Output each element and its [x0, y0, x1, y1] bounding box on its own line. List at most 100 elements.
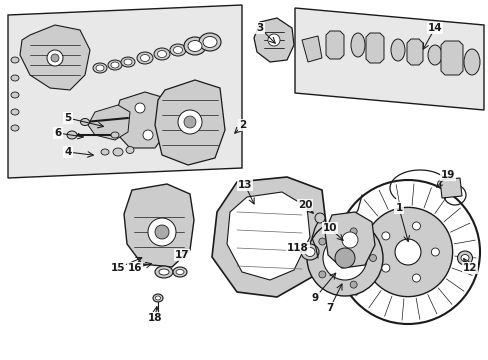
- Ellipse shape: [187, 40, 202, 51]
- Ellipse shape: [170, 44, 185, 56]
- Circle shape: [178, 110, 202, 134]
- Circle shape: [183, 116, 196, 128]
- Ellipse shape: [173, 46, 182, 54]
- Polygon shape: [325, 212, 374, 268]
- Polygon shape: [439, 178, 461, 198]
- Ellipse shape: [157, 50, 166, 58]
- Polygon shape: [253, 18, 293, 62]
- Polygon shape: [155, 80, 224, 165]
- Circle shape: [318, 271, 325, 278]
- Text: 15: 15: [110, 263, 125, 273]
- Polygon shape: [8, 5, 242, 178]
- Text: 1: 1: [395, 203, 402, 213]
- Circle shape: [135, 103, 145, 113]
- Text: 118: 118: [286, 243, 308, 253]
- Polygon shape: [440, 41, 462, 75]
- Text: 3: 3: [256, 23, 263, 33]
- Ellipse shape: [11, 109, 19, 115]
- Ellipse shape: [124, 59, 132, 65]
- Ellipse shape: [11, 57, 19, 63]
- Circle shape: [381, 232, 389, 240]
- Ellipse shape: [140, 54, 149, 62]
- Circle shape: [335, 180, 479, 324]
- Ellipse shape: [108, 60, 122, 70]
- Polygon shape: [325, 31, 343, 59]
- Polygon shape: [294, 8, 483, 110]
- Ellipse shape: [155, 266, 173, 278]
- Circle shape: [314, 213, 325, 223]
- Ellipse shape: [460, 255, 468, 261]
- Ellipse shape: [93, 63, 107, 73]
- Ellipse shape: [96, 65, 104, 71]
- Ellipse shape: [111, 132, 119, 138]
- Ellipse shape: [350, 33, 364, 57]
- Text: 12: 12: [462, 263, 476, 273]
- Ellipse shape: [390, 39, 404, 61]
- Circle shape: [411, 274, 420, 282]
- Ellipse shape: [11, 75, 19, 81]
- Circle shape: [155, 225, 169, 239]
- Text: 19: 19: [440, 170, 454, 180]
- Circle shape: [363, 207, 452, 297]
- Text: 5: 5: [64, 113, 71, 123]
- Ellipse shape: [199, 33, 221, 51]
- Ellipse shape: [11, 92, 19, 98]
- Ellipse shape: [301, 244, 318, 260]
- Ellipse shape: [67, 131, 77, 139]
- Ellipse shape: [111, 62, 119, 68]
- Ellipse shape: [155, 296, 160, 300]
- Ellipse shape: [159, 269, 169, 275]
- Circle shape: [369, 255, 376, 261]
- Circle shape: [318, 238, 325, 245]
- Circle shape: [142, 130, 153, 140]
- Polygon shape: [124, 184, 194, 267]
- Ellipse shape: [183, 37, 205, 55]
- Polygon shape: [226, 192, 309, 280]
- Ellipse shape: [305, 248, 314, 256]
- Ellipse shape: [176, 270, 183, 274]
- Ellipse shape: [121, 57, 135, 67]
- Circle shape: [306, 220, 382, 296]
- Circle shape: [381, 264, 389, 272]
- Ellipse shape: [457, 251, 471, 265]
- Ellipse shape: [463, 49, 479, 75]
- Text: 6: 6: [54, 128, 61, 138]
- Text: 9: 9: [311, 293, 318, 303]
- Circle shape: [148, 218, 176, 246]
- Polygon shape: [365, 33, 383, 63]
- Circle shape: [334, 248, 354, 268]
- Ellipse shape: [101, 149, 109, 155]
- Polygon shape: [20, 25, 90, 90]
- Circle shape: [411, 222, 420, 230]
- Ellipse shape: [137, 52, 153, 64]
- Text: 16: 16: [127, 263, 142, 273]
- Circle shape: [430, 248, 438, 256]
- Ellipse shape: [203, 36, 217, 48]
- Ellipse shape: [113, 148, 123, 156]
- Text: 14: 14: [427, 23, 442, 33]
- Text: 13: 13: [237, 180, 252, 190]
- Polygon shape: [115, 92, 168, 148]
- Ellipse shape: [126, 147, 134, 153]
- Polygon shape: [212, 177, 326, 297]
- Circle shape: [349, 228, 356, 235]
- Text: 10: 10: [322, 223, 337, 233]
- Ellipse shape: [427, 45, 441, 65]
- Polygon shape: [302, 36, 321, 62]
- Ellipse shape: [11, 125, 19, 131]
- Text: 4: 4: [64, 147, 72, 157]
- Circle shape: [51, 54, 59, 62]
- Ellipse shape: [173, 267, 186, 277]
- Ellipse shape: [153, 294, 163, 302]
- Polygon shape: [406, 39, 422, 65]
- Circle shape: [267, 34, 280, 46]
- Circle shape: [349, 281, 356, 288]
- Circle shape: [394, 239, 420, 265]
- Circle shape: [341, 232, 357, 248]
- Text: 17: 17: [174, 250, 189, 260]
- Circle shape: [47, 50, 63, 66]
- Text: 18: 18: [147, 313, 162, 323]
- Text: 20: 20: [297, 200, 312, 210]
- Polygon shape: [88, 105, 130, 140]
- Ellipse shape: [81, 118, 89, 126]
